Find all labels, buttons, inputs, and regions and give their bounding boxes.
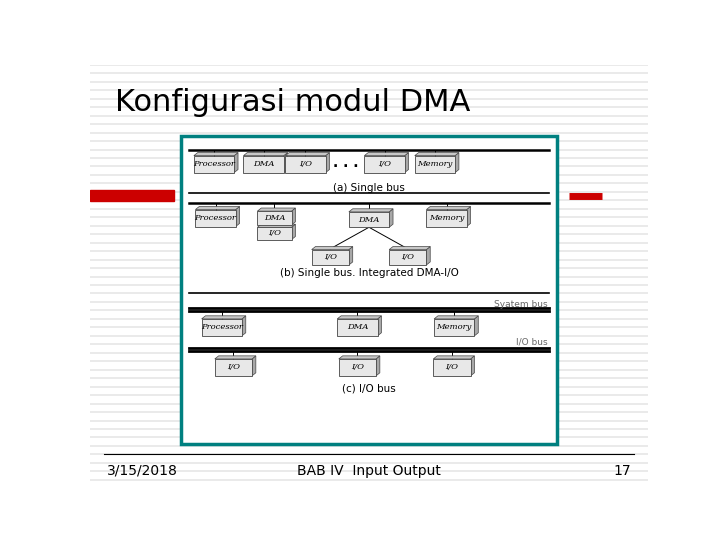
Polygon shape — [252, 356, 256, 376]
Polygon shape — [405, 153, 408, 173]
Polygon shape — [471, 356, 474, 376]
Polygon shape — [194, 153, 238, 156]
Polygon shape — [376, 356, 380, 376]
FancyBboxPatch shape — [195, 210, 235, 226]
Text: I/O: I/O — [351, 363, 364, 372]
Polygon shape — [235, 206, 240, 226]
Polygon shape — [426, 206, 471, 210]
FancyBboxPatch shape — [194, 156, 234, 173]
Polygon shape — [467, 206, 471, 226]
Text: Processor: Processor — [194, 214, 236, 222]
Text: I/O: I/O — [268, 230, 281, 238]
Text: Konfigurasi modul DMA: Konfigurasi modul DMA — [114, 88, 470, 117]
Text: DMA: DMA — [359, 215, 379, 224]
Polygon shape — [292, 208, 295, 225]
Text: DMA: DMA — [253, 160, 274, 168]
Polygon shape — [349, 247, 353, 265]
Text: I/O: I/O — [446, 363, 459, 372]
Text: I/O: I/O — [401, 253, 414, 261]
FancyBboxPatch shape — [349, 212, 389, 227]
Text: DMA: DMA — [347, 323, 368, 332]
Text: I/O: I/O — [227, 363, 240, 372]
Text: I/O: I/O — [378, 160, 391, 168]
FancyBboxPatch shape — [258, 227, 292, 240]
Text: . . .: . . . — [333, 157, 359, 170]
Text: Memory: Memory — [429, 214, 464, 222]
FancyBboxPatch shape — [202, 319, 242, 336]
Polygon shape — [455, 153, 459, 173]
Polygon shape — [258, 224, 295, 227]
Polygon shape — [242, 316, 246, 336]
Polygon shape — [195, 206, 240, 210]
FancyBboxPatch shape — [339, 359, 376, 376]
Polygon shape — [349, 209, 393, 212]
Polygon shape — [337, 316, 382, 319]
Polygon shape — [312, 247, 353, 249]
Polygon shape — [234, 153, 238, 173]
Text: Processor: Processor — [193, 160, 235, 168]
Text: 3/15/2018: 3/15/2018 — [107, 464, 178, 478]
FancyBboxPatch shape — [243, 156, 284, 173]
Polygon shape — [389, 247, 431, 249]
Text: DMA: DMA — [264, 214, 285, 222]
FancyBboxPatch shape — [433, 359, 471, 376]
Text: (b) Single bus. Integrated DMA-I/O: (b) Single bus. Integrated DMA-I/O — [279, 268, 459, 278]
Text: Memory: Memory — [417, 160, 453, 168]
Bar — [90, 190, 174, 201]
Polygon shape — [202, 316, 246, 319]
Polygon shape — [364, 153, 408, 156]
Polygon shape — [285, 153, 330, 156]
FancyBboxPatch shape — [215, 359, 252, 376]
Text: I/O: I/O — [324, 253, 337, 261]
Polygon shape — [426, 247, 431, 265]
Polygon shape — [284, 153, 287, 173]
Polygon shape — [258, 208, 295, 211]
FancyBboxPatch shape — [389, 249, 426, 265]
Polygon shape — [434, 316, 478, 319]
Polygon shape — [415, 153, 459, 156]
Text: BAB IV  Input Output: BAB IV Input Output — [297, 464, 441, 478]
FancyBboxPatch shape — [312, 249, 349, 265]
Text: (a) Single bus: (a) Single bus — [333, 183, 405, 193]
FancyBboxPatch shape — [434, 319, 474, 336]
Polygon shape — [377, 316, 382, 336]
FancyBboxPatch shape — [426, 210, 467, 226]
Polygon shape — [474, 316, 478, 336]
Text: I/O: I/O — [299, 160, 312, 168]
Polygon shape — [215, 356, 256, 359]
Text: I/O bus: I/O bus — [516, 338, 547, 347]
Text: (c) I/O bus: (c) I/O bus — [342, 383, 396, 394]
Polygon shape — [243, 153, 287, 156]
FancyBboxPatch shape — [415, 156, 455, 173]
Polygon shape — [292, 224, 295, 240]
Bar — [181, 136, 557, 444]
Polygon shape — [339, 356, 380, 359]
Polygon shape — [389, 209, 393, 227]
Polygon shape — [433, 356, 474, 359]
Polygon shape — [325, 153, 330, 173]
FancyBboxPatch shape — [364, 156, 405, 173]
Text: Syatem bus: Syatem bus — [494, 300, 547, 309]
Text: Memory: Memory — [436, 323, 472, 332]
FancyBboxPatch shape — [337, 319, 377, 336]
FancyBboxPatch shape — [258, 211, 292, 225]
FancyBboxPatch shape — [285, 156, 325, 173]
Text: Processor: Processor — [201, 323, 243, 332]
Text: 17: 17 — [613, 464, 631, 478]
